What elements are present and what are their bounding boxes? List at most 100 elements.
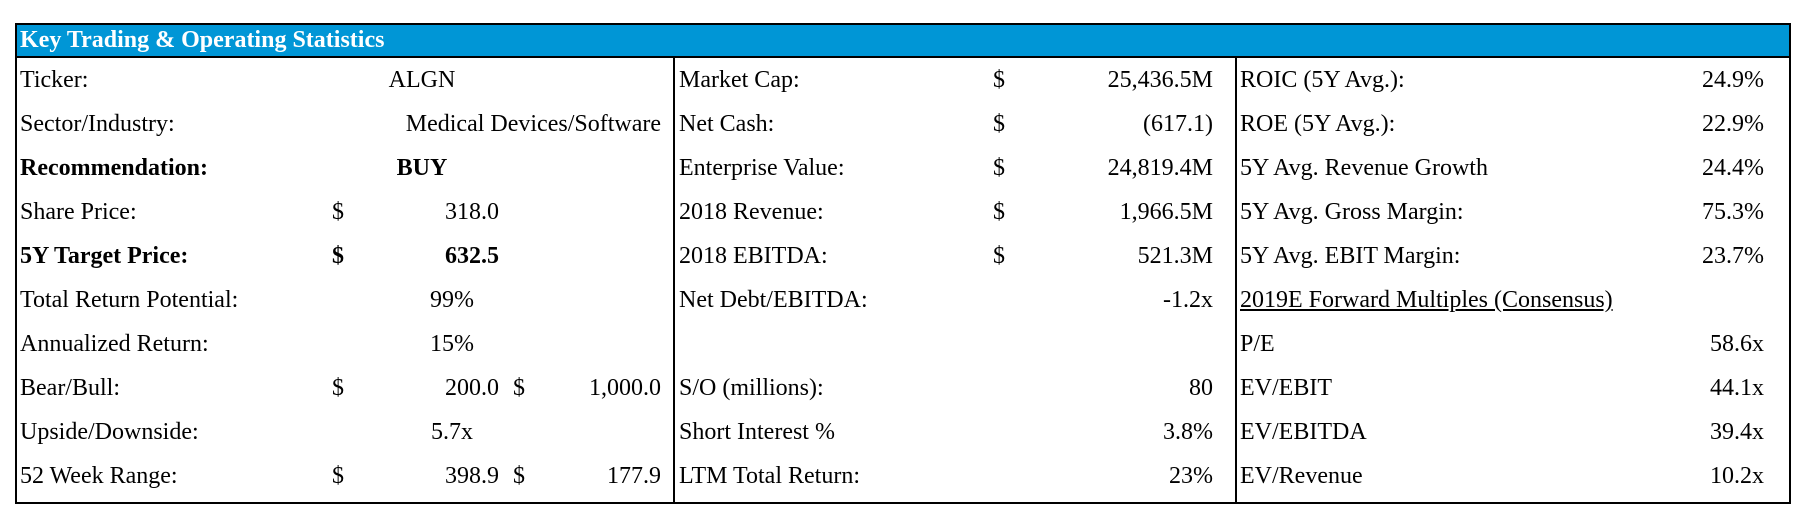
ev-value: 24,819.4M xyxy=(1107,155,1213,181)
rev-growth-label: 5Y Avg. Revenue Growth xyxy=(1240,155,1488,181)
ebitda-currency: $ xyxy=(993,243,1005,269)
week52-label: 52 Week Range: xyxy=(20,463,178,489)
recommendation-value: BUY xyxy=(396,155,448,181)
row-net-debt: Net Debt/EBITDA: -1.2x xyxy=(675,278,1235,322)
short-interest-value: 3.8% xyxy=(1163,419,1213,445)
so-label: S/O (millions): xyxy=(679,375,824,401)
multiples-heading: 2019E Forward Multiples (Consensus) xyxy=(1240,287,1613,313)
annualized-return-value: 15% xyxy=(430,331,474,357)
ev-revenue-label: EV/Revenue xyxy=(1240,463,1363,489)
recommendation-label: Recommendation: xyxy=(20,155,208,181)
column-company: Ticker: ALGN Sector/Industry: Medical De… xyxy=(17,58,673,502)
row-ev-ebit: EV/EBIT 44.1x xyxy=(1237,366,1789,410)
net-cash-currency: $ xyxy=(993,111,1005,137)
roe-value: 22.9% xyxy=(1702,111,1764,137)
week52-high-currency: $ xyxy=(332,463,344,489)
row-short-interest: Short Interest % 3.8% xyxy=(675,410,1235,454)
table-title: Key Trading & Operating Statistics xyxy=(17,25,1789,58)
ev-ebit-value: 44.1x xyxy=(1710,375,1764,401)
row-multiples-heading: 2019E Forward Multiples (Consensus) xyxy=(1237,278,1789,322)
net-debt-label: Net Debt/EBITDA: xyxy=(679,287,868,313)
target-price-currency: $ xyxy=(332,243,344,269)
week52-high-value: 398.9 xyxy=(445,463,499,489)
revenue-currency: $ xyxy=(993,199,1005,225)
row-roic: ROIC (5Y Avg.): 24.9% xyxy=(1237,58,1789,102)
revenue-label: 2018 Revenue: xyxy=(679,199,824,225)
sector-label: Sector/Industry: xyxy=(20,111,175,137)
upside-downside-label: Upside/Downside: xyxy=(20,419,199,445)
ticker-label: Ticker: xyxy=(20,67,89,93)
ev-ebitda-value: 39.4x xyxy=(1710,419,1764,445)
ebitda-value: 521.3M xyxy=(1137,243,1213,269)
column-returns-multiples: ROIC (5Y Avg.): 24.9% ROE (5Y Avg.): 22.… xyxy=(1235,58,1789,502)
share-price-currency: $ xyxy=(332,199,344,225)
target-price-label: 5Y Target Price: xyxy=(20,243,189,269)
bear-value: 200.0 xyxy=(445,375,499,401)
annualized-return-label: Annualized Return: xyxy=(20,331,209,357)
net-cash-label: Net Cash: xyxy=(679,111,775,137)
bull-value: 1,000.0 xyxy=(589,375,661,401)
row-bear-bull: Bear/Bull: $ 200.0 $ 1,000.0 xyxy=(17,366,673,410)
column-valuation: Market Cap: $ 25,436.5M Net Cash: $ (617… xyxy=(673,58,1235,502)
row-total-return: Total Return Potential: 99% xyxy=(17,278,673,322)
ev-label: Enterprise Value: xyxy=(679,155,845,181)
market-cap-currency: $ xyxy=(993,67,1005,93)
row-shares-outstanding: S/O (millions): 80 xyxy=(675,366,1235,410)
row-ev-ebitda: EV/EBITDA 39.4x xyxy=(1237,410,1789,454)
pe-value: 58.6x xyxy=(1710,331,1764,357)
row-roe: ROE (5Y Avg.): 22.9% xyxy=(1237,102,1789,146)
row-52-week-range: 52 Week Range: $ 398.9 $ 177.9 xyxy=(17,454,673,498)
row-upside-downside: Upside/Downside: 5.7x xyxy=(17,410,673,454)
row-revenue: 2018 Revenue: $ 1,966.5M xyxy=(675,190,1235,234)
week52-low-currency: $ xyxy=(513,463,525,489)
rev-growth-value: 24.4% xyxy=(1702,155,1764,181)
upside-downside-value: 5.7x xyxy=(431,419,473,445)
ltm-label: LTM Total Return: xyxy=(679,463,860,489)
ev-revenue-value: 10.2x xyxy=(1710,463,1764,489)
row-net-cash: Net Cash: $ (617.1) xyxy=(675,102,1235,146)
ltm-value: 23% xyxy=(1169,463,1213,489)
market-cap-label: Market Cap: xyxy=(679,67,800,93)
row-target-price: 5Y Target Price: $ 632.5 xyxy=(17,234,673,278)
so-value: 80 xyxy=(1189,375,1213,401)
gross-margin-value: 75.3% xyxy=(1702,199,1764,225)
row-market-cap: Market Cap: $ 25,436.5M xyxy=(675,58,1235,102)
roic-value: 24.9% xyxy=(1702,67,1764,93)
target-price-value: 632.5 xyxy=(445,243,499,269)
ticker-value: ALGN xyxy=(388,67,456,93)
net-debt-value: -1.2x xyxy=(1163,287,1213,313)
row-sector: Sector/Industry: Medical Devices/Softwar… xyxy=(17,102,673,146)
revenue-value: 1,966.5M xyxy=(1119,199,1213,225)
sector-value: Medical Devices/Software xyxy=(405,111,661,137)
ebit-margin-value: 23.7% xyxy=(1702,243,1764,269)
ebitda-label: 2018 EBITDA: xyxy=(679,243,828,269)
ev-ebit-label: EV/EBIT xyxy=(1240,375,1332,401)
row-recommendation: Recommendation: BUY xyxy=(17,146,673,190)
short-interest-label: Short Interest % xyxy=(679,419,835,445)
row-ticker: Ticker: ALGN xyxy=(17,58,673,102)
share-price-value: 318.0 xyxy=(445,199,499,225)
net-cash-value: (617.1) xyxy=(1143,111,1213,137)
row-ltm-return: LTM Total Return: 23% xyxy=(675,454,1235,498)
week52-low-value: 177.9 xyxy=(607,463,661,489)
ebit-margin-label: 5Y Avg. EBIT Margin: xyxy=(1240,243,1461,269)
share-price-label: Share Price: xyxy=(20,199,137,225)
row-enterprise-value: Enterprise Value: $ 24,819.4M xyxy=(675,146,1235,190)
total-return-label: Total Return Potential: xyxy=(20,287,239,313)
row-revenue-growth: 5Y Avg. Revenue Growth 24.4% xyxy=(1237,146,1789,190)
stats-table: Key Trading & Operating Statistics Ticke… xyxy=(15,23,1791,504)
row-ebit-margin: 5Y Avg. EBIT Margin: 23.7% xyxy=(1237,234,1789,278)
gross-margin-label: 5Y Avg. Gross Margin: xyxy=(1240,199,1464,225)
row-ev-revenue: EV/Revenue 10.2x xyxy=(1237,454,1789,498)
market-cap-value: 25,436.5M xyxy=(1107,67,1213,93)
bull-currency: $ xyxy=(513,375,525,401)
row-share-price: Share Price: $ 318.0 xyxy=(17,190,673,234)
roe-label: ROE (5Y Avg.): xyxy=(1240,111,1396,137)
roic-label: ROIC (5Y Avg.): xyxy=(1240,67,1405,93)
row-pe: P/E 58.6x xyxy=(1237,322,1789,366)
row-gross-margin: 5Y Avg. Gross Margin: 75.3% xyxy=(1237,190,1789,234)
bear-currency: $ xyxy=(332,375,344,401)
ev-currency: $ xyxy=(993,155,1005,181)
bear-bull-label: Bear/Bull: xyxy=(20,375,120,401)
ev-ebitda-label: EV/EBITDA xyxy=(1240,419,1367,445)
